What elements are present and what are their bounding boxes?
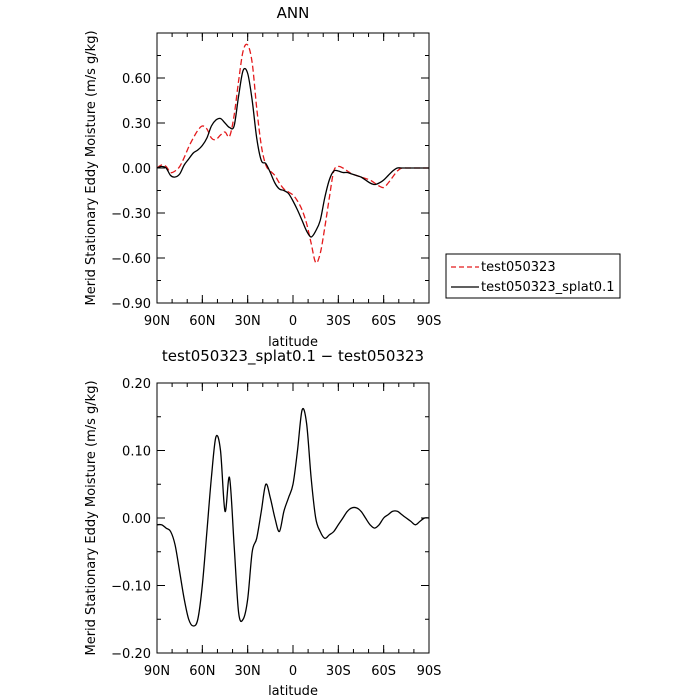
panel-2-x-tick-label-1: 60N [189,664,215,679]
panel-1-x-tick-label-6: 90S [417,314,442,329]
panel-1-x-tick-label-3: 0 [289,314,297,329]
panel-1-x-tick-label-5: 60S [371,314,396,329]
panel-2-title: test050323_splat0.1 − test050323 [162,347,424,366]
panel-2-y-tick-label-0: −0.20 [111,647,151,662]
panel-1-x-tick-label-2: 30N [235,314,261,329]
panel-2-x-tick-label-6: 90S [417,664,442,679]
legend-box [445,253,621,299]
panel-1-x-axis-title: latitude [268,335,318,350]
panel-1-y-tick-label-0: −0.90 [111,297,151,312]
panel-2-x-tick-label-4: 30S [326,664,351,679]
panel-2-y-tick-label-4: 0.20 [122,377,151,392]
panel-2-plot-frame [156,382,430,654]
legend-label-test050323-splat0.1: test050323_splat0.1 [481,280,614,295]
panel-1-plot-frame [156,32,430,304]
panel-1-series-line-test050323 [156,43,429,264]
panel-1-title: ANN [277,4,310,22]
panel-2-x-tick-label-0: 90N [144,664,170,679]
panel-2-series-line-0 [156,407,430,627]
panel-1-y-tick-label-5: 0.60 [122,72,151,87]
panel-1-y-tick-label-2: −0.30 [111,207,151,222]
legend-label-test050323: test050323 [481,260,556,275]
panel-2-x-tick-label-5: 60S [371,664,396,679]
legend: test050323 test050323_splat0.1 [445,253,621,299]
panel-1-y-axis-title: Merid Stationary Eddy Moisture (m/s g/kg… [84,30,99,305]
panel-2-y-tick-label-2: 0.00 [122,512,151,527]
panel-2-x-axis-title: latitude [268,684,318,699]
panel-1-marks: −0.90 −0.60 −0.30 0.00 0.30 0.60 90N 60N 30N 0 30S… [111,32,442,329]
panel-1-y-tick-label-1: −0.60 [111,252,151,267]
panel-1-x-tick-label-1: 60N [189,314,215,329]
panel-2: test050323_splat0.1 − test050323 −0.20−0… [84,347,441,699]
panel-2-y-tick-label-1: −0.10 [111,580,151,595]
panel-1-series-line-test050323-splat0-1 [156,67,429,238]
panel-2-marks: −0.20 −0.10 0.00 0.10 0.20 90N 60N 30N 0 30S 60S 90… [111,377,441,679]
panel-1: ANN −0.90 −0.60 −0.30 0.00 0.30 0.60 90N 60N 30N… [84,4,441,350]
panel-1-y-tick-label-3: 0.00 [122,162,151,177]
panel-2-y-axis-title: Merid Stationary Eddy Moisture (m/s g/kg… [84,380,99,655]
panel-1-x-tick-label-0: 90N [144,314,170,329]
panel-1-x-tick-label-4: 30S [326,314,351,329]
panel-1-y-tick-label-4: 0.30 [122,117,151,132]
panel-2-x-tick-label-2: 30N [235,664,261,679]
panel-2-y-tick-label-3: 0.10 [122,445,151,460]
panel-2-x-tick-label-3: 0 [289,664,297,679]
